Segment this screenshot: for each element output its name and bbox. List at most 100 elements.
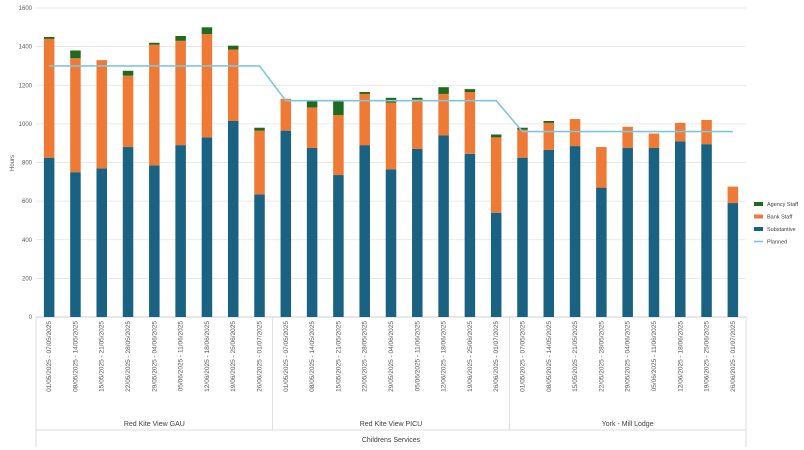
- y-tick-label: 0: [29, 315, 33, 321]
- bar-agency-staff: [359, 92, 370, 94]
- bar-bank-staff: [254, 130, 265, 195]
- bar-agency-staff: [227, 45, 239, 50]
- bar-bank-staff: [727, 186, 739, 204]
- bar-bank-staff: [333, 115, 344, 176]
- bar-agency-staff: [333, 100, 344, 116]
- y-tick-label: 1400: [19, 45, 33, 51]
- bar-agency-staff: [254, 127, 265, 131]
- bar-substantive: [254, 194, 265, 317]
- y-tick-label: 1600: [19, 6, 33, 12]
- x-category-label: 05/06/2025 - 11/06/2025: [178, 321, 185, 392]
- bar-agency-staff: [490, 134, 502, 138]
- bar-substantive: [333, 175, 344, 317]
- bar-substantive: [359, 145, 370, 317]
- bar-substantive: [385, 169, 397, 317]
- x-category-label: 08/05/2025 - 14/05/2025: [309, 321, 316, 392]
- y-tick-label: 800: [22, 161, 33, 167]
- x-category-label: 29/05/2025 - 04/06/2025: [388, 321, 395, 392]
- bars: [43, 27, 739, 318]
- x-category-label: 19/06/2025 - 25/06/2025: [467, 321, 474, 392]
- bar-agency-staff: [43, 36, 55, 39]
- bar-bank-staff: [122, 75, 134, 148]
- x-category-label: 22/05/2025 - 28/05/2025: [362, 321, 369, 392]
- bar-substantive: [543, 149, 555, 317]
- bar-agency-staff: [201, 27, 213, 35]
- bar-bank-staff: [412, 99, 423, 149]
- bar-bank-staff: [201, 34, 213, 138]
- legend-swatch: [754, 227, 763, 231]
- bar-agency-staff: [412, 97, 423, 100]
- bar-substantive: [596, 187, 607, 317]
- x-category-label: 26/06/2025 - 01/07/2025: [493, 321, 500, 392]
- bar-bank-staff: [175, 40, 186, 146]
- group-label: York - Mill Lodge: [602, 421, 654, 428]
- group-label: Red Kite View PICU: [360, 421, 423, 428]
- legend-label: Bank Staff: [767, 215, 793, 221]
- bar-substantive: [43, 157, 55, 317]
- bar-agency-staff: [175, 36, 186, 41]
- x-category-label: 15/05/2025 - 21/05/2025: [335, 321, 342, 392]
- x-category-label: 26/06/2025 - 01/07/2025: [257, 321, 264, 392]
- x-category-label: 08/05/2025 - 14/05/2025: [546, 321, 553, 392]
- x-axis-categories: 01/05/2025 - 07/05/2025 08/05/2025 - 14/0…: [46, 321, 737, 392]
- bar-substantive: [622, 148, 633, 317]
- group-label: Red Kite View GAU: [124, 421, 185, 428]
- x-category-label: 01/05/2025 - 07/05/2025: [46, 321, 53, 392]
- bar-substantive: [569, 146, 581, 317]
- x-category-label: 08/05/2025 - 14/05/2025: [72, 321, 79, 392]
- x-category-label: 19/06/2025 - 25/06/2025: [704, 321, 711, 392]
- y-tick-label: 1200: [19, 83, 33, 89]
- y-axis-ticks: 0 200 400 600 800 1000 1200 1400 1600: [19, 6, 33, 321]
- x-axis-groups: Red Kite View GAU Red Kite View PICU York …: [35, 317, 747, 447]
- x-category-label: 15/05/2025 - 21/05/2025: [99, 321, 106, 392]
- bar-bank-staff: [648, 133, 660, 149]
- bar-substantive: [306, 148, 318, 317]
- bar-bank-staff: [385, 102, 397, 170]
- bar-substantive: [701, 144, 712, 317]
- x-category-label: 22/05/2025 - 28/05/2025: [125, 321, 132, 392]
- bar-bank-staff: [306, 107, 318, 149]
- planned-line-path: [49, 65, 733, 133]
- bar-agency-staff: [438, 87, 449, 94]
- y-tick-label: 1000: [19, 122, 33, 128]
- legend-label: Substantive: [767, 227, 796, 233]
- bar-substantive: [227, 120, 239, 318]
- x-category-label: 29/05/2025 - 04/06/2025: [151, 321, 158, 392]
- x-category-label: 29/05/2025 - 04/06/2025: [625, 321, 632, 392]
- bar-substantive: [490, 212, 502, 317]
- bar-bank-staff: [622, 126, 633, 149]
- bar-bank-staff: [96, 60, 107, 169]
- legend-label: Agency Staff: [767, 202, 799, 208]
- bar-agency-staff: [464, 89, 476, 93]
- bar-agency-staff: [70, 50, 81, 59]
- bar-substantive: [648, 148, 660, 317]
- outer-group-label: Childrens Services: [362, 437, 421, 444]
- x-category-label: 22/05/2025 - 28/05/2025: [598, 321, 605, 392]
- bar-bank-staff: [464, 92, 476, 154]
- bar-bank-staff: [149, 44, 160, 166]
- bar-substantive: [96, 168, 107, 317]
- bar-bank-staff: [359, 93, 370, 146]
- x-category-label: 01/05/2025 - 07/05/2025: [283, 321, 290, 392]
- x-category-label: 05/06/2025 - 11/06/2025: [414, 321, 421, 392]
- bar-substantive: [517, 157, 528, 317]
- bar-substantive: [438, 135, 449, 317]
- bar-substantive: [122, 147, 134, 317]
- bar-bank-staff: [70, 58, 81, 173]
- bar-agency-staff: [122, 70, 134, 76]
- bar-substantive: [464, 153, 476, 317]
- bar-substantive: [70, 172, 81, 317]
- bar-substantive: [675, 141, 686, 317]
- y-tick-label: 600: [22, 199, 33, 205]
- bar-bank-staff: [227, 49, 239, 121]
- x-category-label: 19/06/2025 - 25/06/2025: [230, 321, 237, 392]
- bar-substantive: [175, 145, 186, 317]
- bar-substantive: [727, 203, 739, 317]
- bar-substantive: [149, 165, 160, 317]
- bar-bank-staff: [280, 98, 292, 131]
- bar-substantive: [280, 130, 292, 317]
- legend-swatch: [754, 202, 763, 206]
- x-category-label: 01/05/2025 - 07/05/2025: [520, 321, 527, 392]
- x-category-label: 12/06/2025 - 18/06/2025: [441, 321, 448, 392]
